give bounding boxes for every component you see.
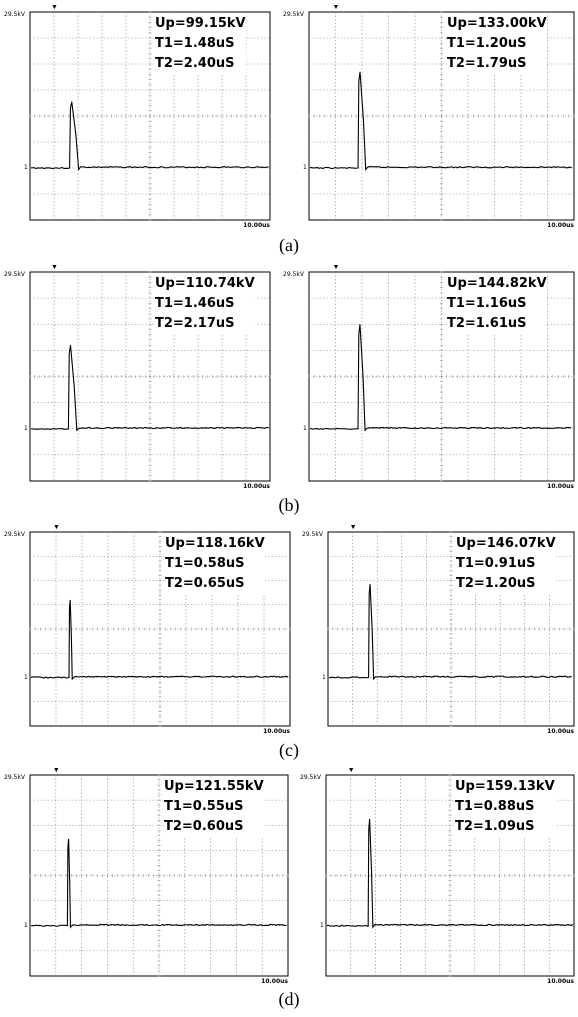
impulse-waveform	[30, 101, 269, 172]
measurement-annotation: Up=110.74kV T1=1.46uS T2=2.17uS	[155, 274, 255, 334]
impulse-waveform	[326, 818, 574, 929]
vertical-scale-label: 29.5kV	[4, 271, 25, 278]
vertical-scale-label: 29.5kV	[4, 11, 25, 18]
time-scale-label: 10.00us	[263, 728, 290, 735]
measurement-annotation: Up=144.82kV T1=1.16uS T2=1.61uS	[447, 274, 547, 334]
impulse-waveform	[30, 839, 287, 929]
t1-label: T1=1.16uS	[447, 294, 547, 314]
peak-voltage-label: Up=159.13kV	[455, 777, 555, 797]
t1-label: T1=0.88uS	[455, 797, 555, 817]
peak-voltage-label: Up=133.00kV	[447, 14, 547, 34]
trigger-marker-icon: ▼	[52, 767, 60, 774]
trigger-marker-icon: ▼	[332, 4, 340, 11]
t1-label: T1=0.91uS	[456, 554, 556, 574]
caption-a: (a)	[279, 235, 299, 255]
channel-marker: 1	[320, 921, 324, 929]
t1-label: T1=1.46uS	[155, 294, 255, 314]
time-scale-label: 10.00us	[547, 978, 574, 985]
caption-c: (c)	[279, 740, 299, 760]
measurement-annotation: Up=121.55kV T1=0.55uS T2=0.60uS	[164, 777, 264, 837]
scope-plot	[29, 271, 271, 482]
vertical-scale-label: 29.5kV	[4, 531, 25, 538]
t2-label: T2=1.20uS	[456, 574, 556, 594]
t2-label: T2=2.40uS	[155, 54, 246, 74]
vertical-scale-label: 29.5kV	[4, 774, 25, 781]
t1-label: T1=1.20uS	[447, 34, 547, 54]
t2-label: T2=0.60uS	[164, 817, 264, 837]
peak-voltage-label: Up=121.55kV	[164, 777, 264, 797]
vertical-scale-label: 29.5kV	[300, 774, 321, 781]
impulse-waveform	[30, 599, 289, 681]
time-scale-label: 10.00us	[243, 222, 270, 229]
time-scale-label: 10.00us	[243, 483, 270, 490]
peak-voltage-label: Up=118.16kV	[165, 534, 265, 554]
trigger-marker-icon: ▼	[332, 264, 340, 271]
measurement-annotation: Up=133.00kV T1=1.20uS T2=1.79uS	[447, 14, 547, 74]
scope-panel-c-left: 29.5kV 1 ▼ 10.00us Up=118.16kV T1=0.58uS T2=0.…	[2, 522, 292, 740]
trigger-marker-icon: ▼	[53, 524, 60, 531]
t2-label: T2=2.17uS	[155, 314, 255, 334]
impulse-waveform	[309, 71, 572, 171]
peak-voltage-label: Up=146.07kV	[456, 534, 556, 554]
trigger-marker-icon: ▼	[51, 4, 58, 11]
measurement-annotation: Up=99.15kV T1=1.48uS T2=2.40uS	[155, 14, 246, 74]
channel-marker: 1	[24, 921, 28, 929]
channel-marker: 1	[303, 424, 307, 432]
peak-voltage-label: Up=144.82kV	[447, 274, 547, 294]
peak-voltage-label: Up=110.74kV	[155, 274, 255, 294]
channel-marker: 1	[24, 164, 28, 171]
vertical-scale-label: 29.5kV	[302, 531, 323, 538]
scope-panel-a-right: 29.5kV 1 ▼ 10.00us Up=133.00kV T1=1.20uS T2=1.…	[281, 2, 576, 234]
channel-marker: 1	[24, 424, 28, 432]
channel-marker: 1	[24, 673, 28, 681]
t1-label: T1=0.55uS	[164, 797, 264, 817]
t2-label: T2=0.65uS	[165, 574, 265, 594]
trigger-marker-icon: ▼	[349, 524, 357, 531]
caption-b: (b)	[278, 495, 300, 515]
impulse-waveform	[309, 324, 572, 432]
vertical-scale-label: 29.5kV	[283, 271, 304, 278]
measurement-annotation: Up=159.13kV T1=0.88uS T2=1.09uS	[455, 777, 555, 837]
peak-voltage-label: Up=99.15kV	[155, 14, 246, 34]
vertical-scale-label: 29.5kV	[283, 11, 304, 18]
t1-label: T1=0.58uS	[165, 554, 265, 574]
scope-panel-b-left: 29.5kV 1 ▼ 10.00us Up=110.74kV T1=1.46uS T2=2.…	[2, 262, 272, 495]
time-scale-label: 10.00us	[547, 728, 574, 735]
scope-panel-b-right: 29.5kV 1 ▼ 10.00us Up=144.82kV T1=1.16uS T2=1.…	[281, 262, 576, 495]
time-scale-label: 10.00us	[547, 483, 574, 490]
impulse-waveform	[328, 584, 572, 681]
channel-marker: 1	[303, 164, 307, 171]
impulse-waveform	[30, 345, 269, 432]
scope-panel-c-right: 29.5kV 1 ▼ 10.00us Up=146.07kV T1=0.91uS T2=1.…	[300, 522, 576, 740]
channel-marker: 1	[322, 673, 326, 681]
trigger-marker-icon: ▼	[347, 767, 355, 774]
time-scale-label: 10.00us	[547, 222, 574, 229]
trigger-marker-icon: ▼	[51, 264, 58, 271]
scope-panel-a-left: 29.5kV 1 ▼ 10.00us Up=99.15kV T1=1.48uS T2=2.4…	[2, 2, 272, 234]
time-scale-label: 10.00us	[261, 978, 288, 985]
t2-label: T2=1.79uS	[447, 54, 547, 74]
scope-panel-d-right: 29.5kV 1 ▼ 10.00us Up=159.13kV T1=0.88uS T2=1.…	[298, 765, 576, 990]
measurement-annotation: Up=146.07kV T1=0.91uS T2=1.20uS	[456, 534, 556, 594]
measurement-annotation: Up=118.16kV T1=0.58uS T2=0.65uS	[165, 534, 265, 594]
scope-panel-d-left: 29.5kV 1 ▼ 10.00us Up=121.55kV T1=0.55uS T2=0.…	[2, 765, 290, 990]
t2-label: T2=1.09uS	[455, 817, 555, 837]
caption-d: (d)	[278, 989, 300, 1009]
t2-label: T2=1.61uS	[447, 314, 547, 334]
t1-label: T1=1.48uS	[155, 34, 246, 54]
